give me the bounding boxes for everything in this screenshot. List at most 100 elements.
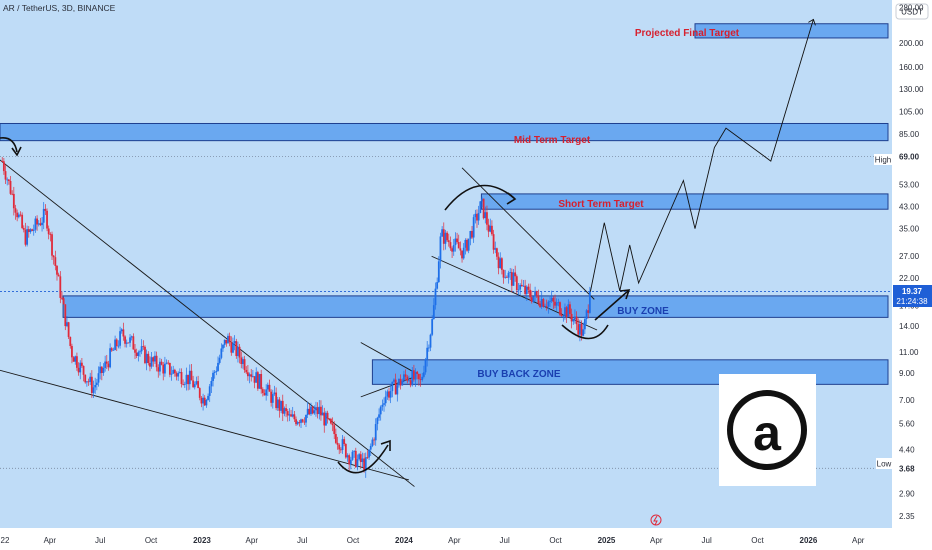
candle-body-256 (426, 347, 429, 360)
candle-body-325 (540, 298, 543, 307)
candle-body-3 (6, 179, 9, 181)
candle-body-100 (167, 362, 170, 364)
candle-body-242 (403, 374, 405, 381)
candle-body-105 (175, 373, 178, 377)
zone-label-mid: Mid Term Target (514, 135, 591, 146)
candle-body-51 (85, 381, 88, 383)
candle-body-326 (542, 298, 545, 307)
candle-body-1 (2, 161, 5, 172)
candle-body-89 (149, 363, 151, 367)
candle-body-148 (247, 372, 249, 377)
candle-body-317 (527, 286, 530, 290)
candle-body-35 (59, 276, 62, 298)
time-tick-1: Apr (44, 536, 57, 545)
last-price-tag (893, 285, 932, 307)
candle-body-273 (454, 238, 457, 246)
candle-body-192 (320, 406, 322, 416)
candle-body-288 (479, 201, 482, 214)
price-tick-4: 105.00 (899, 108, 924, 117)
candle-body-203 (338, 444, 341, 450)
price-tick-17: 5.60 (899, 420, 915, 429)
candle-body-86 (144, 346, 146, 364)
candle-body-80 (134, 349, 136, 353)
candle-body-182 (303, 421, 306, 423)
candle-body-168 (280, 400, 283, 411)
candle-body-185 (308, 408, 311, 415)
candle-body-232 (386, 391, 389, 397)
price-axis[interactable]: USDT 280.00 200.00 160.00 130.00 105.00 85.00… (874, 0, 932, 550)
candle-body-66 (110, 348, 113, 351)
wedge-line-upper (360, 342, 412, 372)
candle-body-279 (464, 239, 467, 248)
candle-body-106 (177, 372, 180, 377)
candle-body-331 (550, 297, 553, 302)
candle-body-341 (567, 304, 570, 318)
candle-body-302 (502, 269, 505, 278)
candle-body-337 (560, 314, 563, 316)
time-tick-8: 2024 (395, 536, 413, 545)
candles-layer (1, 156, 591, 478)
candle-body-198 (330, 418, 332, 424)
event-bolt-icon[interactable] (650, 514, 662, 526)
candle-body-179 (298, 422, 301, 423)
candle-body-54 (90, 376, 93, 393)
price-tick-20: 2.90 (899, 490, 915, 499)
candle-body-25 (42, 208, 45, 223)
candle-body-116 (193, 384, 196, 388)
candle-body-107 (178, 372, 181, 373)
candle-body-234 (389, 391, 392, 398)
candle-body-48 (80, 362, 83, 366)
candle-body-246 (409, 380, 412, 386)
candle-body-40 (67, 322, 70, 337)
candle-body-202 (336, 442, 339, 445)
candle-body-228 (379, 406, 382, 415)
candle-body-145 (242, 359, 244, 364)
candle-body-131 (218, 357, 221, 363)
candle-body-140 (233, 341, 236, 344)
candle-body-91 (152, 357, 155, 362)
candle-body-255 (424, 359, 427, 373)
candle-body-261 (434, 288, 437, 306)
candle-body-20 (34, 218, 37, 230)
currency-button[interactable] (895, 3, 929, 20)
candle-body-278 (462, 247, 465, 259)
candle-body-257 (427, 347, 430, 349)
bottom-curve-arrow (337, 444, 389, 474)
price-tick-14: 11.00 (899, 348, 919, 357)
price-tick-6: 69.00 (899, 152, 920, 161)
candle-body-171 (285, 408, 287, 412)
candle-body-293 (487, 224, 490, 232)
candle-body-188 (313, 410, 316, 414)
candle-body-129 (215, 370, 218, 372)
trendline-3 (461, 167, 595, 300)
candle-body-252 (419, 379, 422, 380)
candle-body-111 (185, 374, 188, 385)
candle-body-34 (57, 274, 60, 277)
candle-body-96 (160, 361, 163, 365)
price-tick-1: 200.00 (899, 39, 924, 48)
candle-body-152 (253, 376, 256, 383)
candle-body-298 (496, 248, 498, 257)
candle-body-69 (115, 339, 118, 347)
candle-body-206 (343, 439, 346, 445)
candle-body-305 (507, 272, 510, 278)
trendline-2 (0, 369, 410, 481)
candle-body-245 (408, 380, 410, 382)
candle-body-38 (64, 304, 67, 327)
top-peak-curve-arrow (444, 184, 515, 211)
candle-body-201 (334, 434, 337, 443)
price-tick-7: 53.00 (899, 180, 920, 189)
candle-body-265 (441, 229, 444, 237)
time-axis[interactable]: 22 Apr Jul Oct 2023 Apr Jul Oct 2024 Apr Jul Oct 202… (0, 514, 892, 550)
candle-body-313 (520, 284, 523, 287)
time-tick-13: Apr (650, 536, 663, 545)
zone-short (480, 193, 889, 210)
candle-body-304 (505, 276, 508, 278)
candle-body-276 (459, 248, 462, 251)
candle-body-175 (291, 414, 294, 417)
candle-body-95 (159, 361, 161, 372)
candle-body-209 (348, 455, 351, 465)
zone-mid (0, 122, 889, 142)
candle-body-134 (223, 339, 226, 345)
